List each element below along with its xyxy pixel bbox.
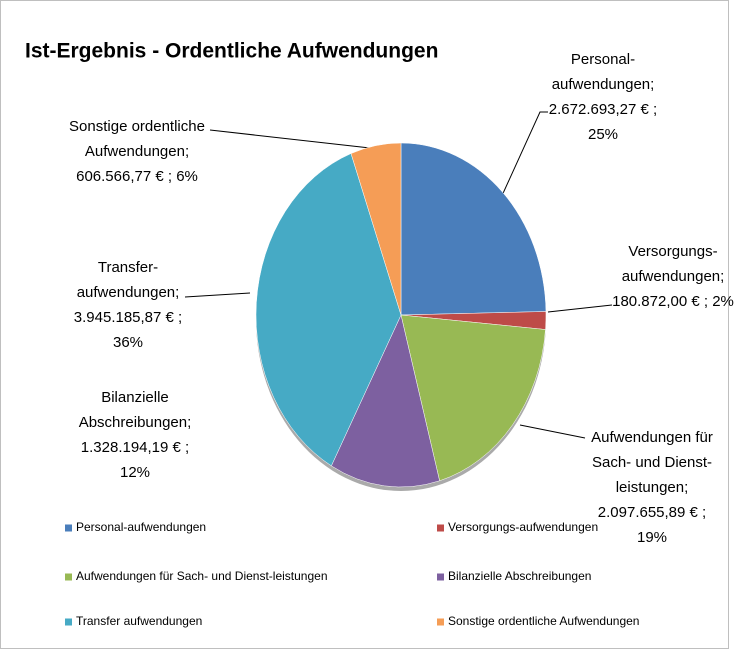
data-label: Personal- xyxy=(571,51,635,68)
value-label: 180.872,00 € ; xyxy=(612,293,708,310)
leader-line xyxy=(184,292,251,298)
data-label: 606.566,77 € ; 6% xyxy=(76,168,198,185)
data-label: aufwendungen; xyxy=(552,76,655,93)
legend-swatch xyxy=(65,573,72,581)
pie-slice xyxy=(331,314,440,488)
pie-slice xyxy=(400,314,546,482)
data-label: aufwendungen; xyxy=(622,268,725,285)
legend-swatch xyxy=(437,524,444,532)
data-label: Sach- und Dienst- xyxy=(592,454,712,471)
data-label: Aufwendungen; xyxy=(85,143,189,160)
data-label: Aufwendungen für xyxy=(591,429,713,446)
percent-label: 2% xyxy=(712,293,734,310)
leader-line xyxy=(499,111,548,201)
legend-swatch xyxy=(437,618,444,626)
percent-label: 25% xyxy=(588,126,618,143)
legend-label: Bilanzielle Abschreibungen xyxy=(448,569,591,583)
leader-line xyxy=(519,424,586,439)
pie-slice xyxy=(255,153,402,467)
percent-label: 36% xyxy=(113,334,143,351)
value-label: 1.328.194,19 € ; xyxy=(81,439,189,456)
legend-label: Transfer aufwendungen xyxy=(76,614,202,628)
percent-label: 6% xyxy=(176,168,198,185)
value-label: 2.097.655,89 € ; xyxy=(598,504,706,521)
legend-label: Aufwendungen für Sach- und Dienst-leistu… xyxy=(76,569,328,583)
legend-label: Personal-aufwendungen xyxy=(76,520,206,534)
data-label: Transfer- xyxy=(98,259,158,276)
data-label: Bilanzielle xyxy=(101,389,169,406)
pie-slice xyxy=(350,142,402,316)
legend-swatch xyxy=(65,524,72,532)
value-label: 2.672.693,27 € ; xyxy=(549,101,657,118)
data-label: Sonstige ordentliche xyxy=(69,118,205,135)
data-label: Abschreibungen; xyxy=(79,414,192,431)
legend-swatch xyxy=(65,618,72,626)
percent-label: 12% xyxy=(120,464,150,481)
legend-label: Sonstige ordentliche Aufwendungen xyxy=(448,614,639,628)
legend-swatch xyxy=(437,573,444,581)
leader-line xyxy=(209,129,371,149)
value-label: 606.566,77 € ; xyxy=(76,168,172,185)
leader-line xyxy=(547,304,613,313)
data-label: Versorgungs- xyxy=(628,243,717,260)
data-label: leistungen; xyxy=(616,479,689,496)
leader-lines xyxy=(184,111,613,439)
pie-slice xyxy=(400,142,547,316)
value-label: 3.945.185,87 € ; xyxy=(74,309,182,326)
legend-label: Versorgungs-aufwendungen xyxy=(448,520,598,534)
chart-title: Ist-Ergebnis - Ordentliche Aufwendungen xyxy=(25,40,438,63)
data-label: aufwendungen; xyxy=(77,284,180,301)
percent-label: 19% xyxy=(637,529,667,546)
data-label: 180.872,00 € ; 2% xyxy=(612,293,734,310)
